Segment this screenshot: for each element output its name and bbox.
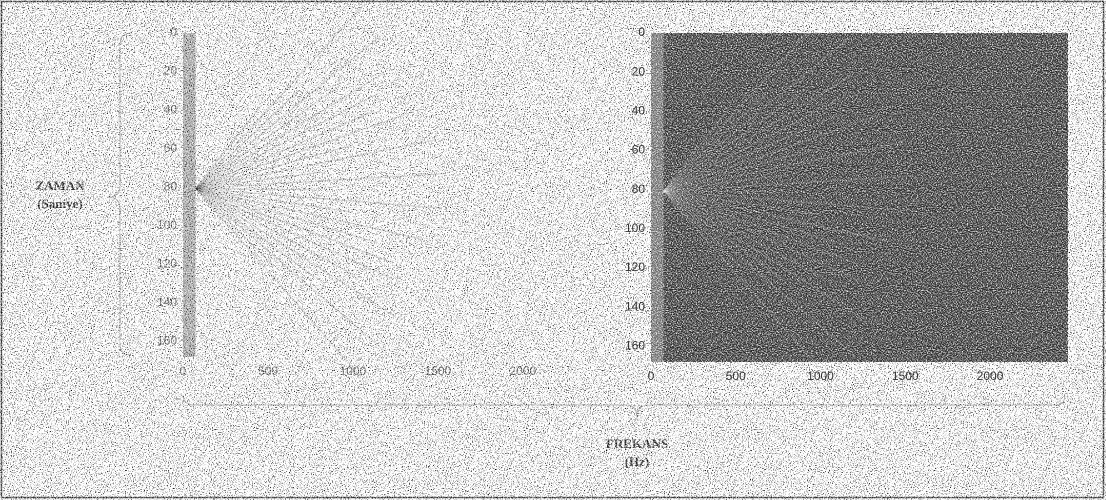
y-tick-label: 40 — [632, 104, 646, 118]
y-tick-label: 0 — [638, 25, 645, 39]
y-tick-label: 60 — [164, 141, 178, 155]
speckle — [651, 33, 1068, 362]
speckle — [183, 33, 601, 357]
x-tick-label: 0 — [648, 369, 655, 383]
y-tick-label: 80 — [164, 179, 178, 193]
page: ZAMAN (Saniye) FREKANS (Hz) 0 20 40 60 80 100… — [0, 0, 1106, 500]
x-tick-label: 2000 — [977, 369, 1004, 383]
figure: ZAMAN (Saniye) FREKANS (Hz) 0 20 40 60 80 100… — [0, 0, 1106, 500]
y-tick-label: 140 — [157, 295, 177, 309]
y-brace — [108, 33, 131, 355]
x-tick-label: 0 — [180, 364, 187, 378]
y-tick-label: 120 — [157, 257, 177, 271]
x-tick-label: 500 — [258, 364, 278, 378]
x-tick-label: 500 — [726, 369, 746, 383]
y-tick-label: 60 — [632, 143, 646, 157]
x-tick-label: 1000 — [340, 364, 367, 378]
y-tick-label: 120 — [625, 260, 645, 274]
x-label: (Hz) — [625, 454, 650, 469]
spectrogram-image — [651, 7, 1068, 378]
y-tick-label: 80 — [632, 182, 646, 196]
y-label: (Saniye) — [37, 196, 83, 211]
x-label: FREKANS — [606, 436, 668, 451]
y-label: ZAMAN — [35, 178, 85, 193]
x-tick-label: 1500 — [425, 364, 452, 378]
y-tick-label: 100 — [157, 218, 177, 232]
x-tick-label: 2000 — [509, 364, 536, 378]
y-tick-label: 0 — [170, 25, 177, 39]
y-tick-label: 20 — [632, 64, 646, 78]
y-tick-label: 140 — [625, 299, 645, 313]
y-tick-label: 20 — [164, 64, 178, 78]
y-tick-label: 160 — [157, 334, 177, 348]
y-tick-label: 160 — [625, 339, 645, 353]
x-tick-label: 1000 — [807, 369, 834, 383]
spectrogram-image — [183, 4, 601, 376]
y-tick-label: 40 — [164, 102, 178, 116]
x-tick-label: 1500 — [892, 369, 919, 383]
y-tick-label: 100 — [625, 221, 645, 235]
x-brace — [183, 395, 1065, 420]
